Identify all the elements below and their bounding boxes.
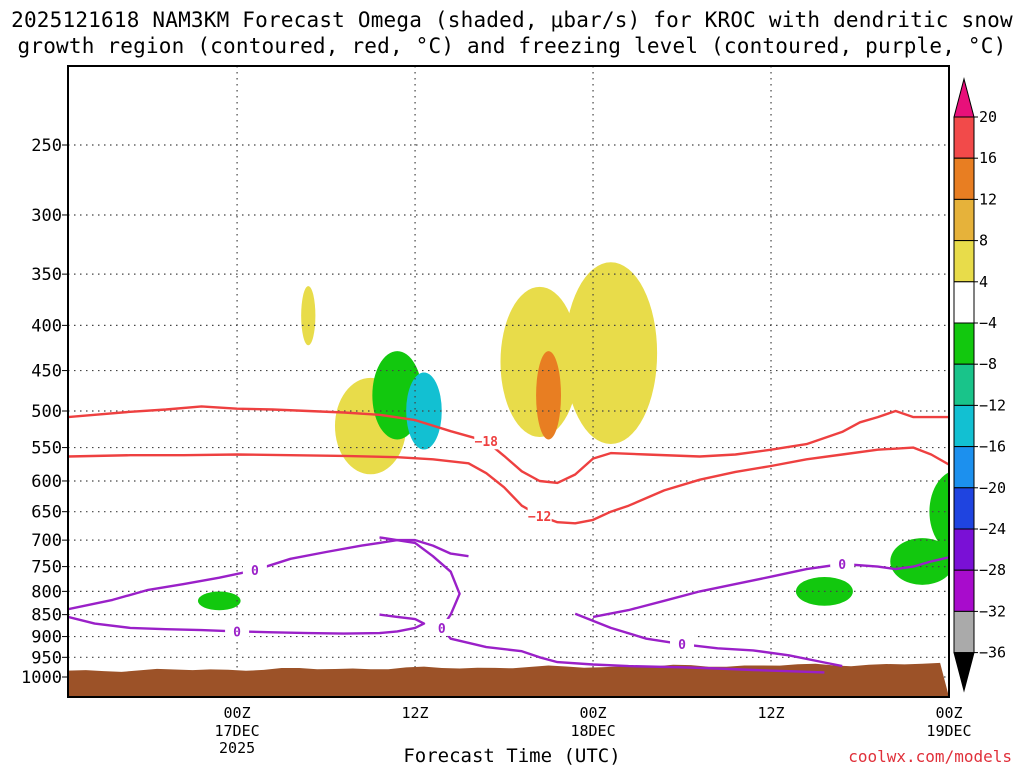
colorbar-swatch-10 bbox=[953, 528, 975, 571]
colorbar-top-arrow bbox=[953, 77, 975, 118]
x-tick-date-2: 18DEC bbox=[570, 722, 615, 740]
contour-6 bbox=[574, 612, 843, 668]
omega-shade-4 bbox=[406, 372, 442, 450]
contour-label-5: 0 bbox=[838, 558, 846, 573]
omega-shade-1 bbox=[301, 286, 316, 346]
colorbar-label-0: 20 bbox=[979, 108, 997, 126]
colorbar-label-9: −20 bbox=[979, 479, 1006, 497]
colorbar-label-3: 8 bbox=[979, 232, 988, 250]
colorbar-label-8: −16 bbox=[979, 438, 1006, 456]
contour-label-6: 0 bbox=[678, 638, 686, 653]
y-tick-label-550: 550 bbox=[31, 439, 62, 459]
colorbar-label-4: 4 bbox=[979, 273, 988, 291]
contour-label-bg-2 bbox=[429, 618, 454, 636]
colorbar-swatch-1 bbox=[953, 157, 975, 200]
colorbar-swatch-11 bbox=[953, 569, 975, 612]
y-tick-label-750: 750 bbox=[31, 558, 62, 578]
contour-2 bbox=[379, 536, 825, 674]
x-axis-label: Forecast Time (UTC) bbox=[403, 745, 621, 767]
colorbar-swatch-7 bbox=[953, 404, 975, 448]
plot-frame bbox=[67, 65, 950, 698]
x-tick-label-4: 00Z bbox=[935, 704, 962, 722]
colorbar-swatch-12 bbox=[953, 610, 975, 654]
chart-title-line2: growth region (contoured, red, °C) and f… bbox=[17, 34, 1007, 58]
y-tick-label-1000: 1000 bbox=[21, 668, 62, 688]
contour-5 bbox=[592, 556, 949, 619]
y-tick-label-350: 350 bbox=[31, 265, 62, 285]
y-tick-label-250: 250 bbox=[31, 136, 62, 156]
y-tick-label-800: 800 bbox=[31, 582, 62, 602]
contour-label-1: −12 bbox=[528, 510, 551, 525]
contour-label-2: 0 bbox=[438, 622, 446, 637]
colorbar-label-10: −24 bbox=[979, 520, 1006, 538]
contour-1 bbox=[68, 446, 949, 525]
colorbar-label-1: 16 bbox=[979, 149, 997, 167]
y-tick-label-400: 400 bbox=[31, 316, 62, 336]
x-tick-label-1: 12Z bbox=[402, 704, 429, 722]
colorbar-swatch-2 bbox=[953, 198, 975, 242]
omega-shade-7 bbox=[564, 262, 658, 445]
contour-label-bg-1 bbox=[527, 506, 552, 524]
chart-title-line1: 2025121618 NAM3KM Forecast Omega (shaded… bbox=[11, 8, 1013, 32]
y-tick-label-950: 950 bbox=[31, 648, 62, 668]
x-tick-label-3: 12Z bbox=[757, 704, 784, 722]
contour-label-bg-5 bbox=[830, 555, 855, 573]
contour-label-bg-3 bbox=[225, 622, 250, 640]
colorbar-label-2: 12 bbox=[979, 190, 997, 208]
colorbar-swatch-6 bbox=[953, 363, 975, 406]
colorbar-swatch-8 bbox=[953, 446, 975, 489]
x-tick-year-0: 2025 bbox=[219, 739, 255, 757]
contour-label-bg-4 bbox=[242, 561, 267, 579]
contour-4 bbox=[68, 538, 469, 611]
y-tick-label-500: 500 bbox=[31, 402, 62, 422]
y-tick-label-300: 300 bbox=[31, 206, 62, 226]
omega-shade-0 bbox=[197, 591, 241, 611]
omega-shade-9 bbox=[890, 538, 949, 585]
terrain-band bbox=[68, 662, 949, 697]
contour-label-4: 0 bbox=[251, 564, 259, 579]
y-tick-label-650: 650 bbox=[31, 503, 62, 523]
colorbar-label-13: −36 bbox=[979, 644, 1006, 662]
colorbar-swatch-9 bbox=[953, 487, 975, 530]
x-tick-label-0: 00Z bbox=[224, 704, 251, 722]
x-tick-date-4: 19DEC bbox=[926, 722, 971, 740]
contour-label-bg-0 bbox=[474, 432, 499, 450]
x-tick-date-0: 17DEC bbox=[215, 722, 260, 740]
contour-label-0: −18 bbox=[475, 435, 499, 450]
colorbar-label-12: −32 bbox=[979, 602, 1006, 620]
colorbar-label-7: −12 bbox=[979, 396, 1006, 414]
contour-3 bbox=[68, 613, 426, 635]
omega-shade-6 bbox=[536, 351, 562, 440]
y-tick-label-700: 700 bbox=[31, 531, 62, 551]
x-tick-label-2: 00Z bbox=[579, 704, 606, 722]
contour-0 bbox=[68, 405, 949, 485]
colorbar-bottom-arrow bbox=[953, 652, 975, 693]
colorbar-swatch-4 bbox=[953, 281, 975, 324]
y-tick-label-850: 850 bbox=[31, 606, 62, 626]
colorbar-label-11: −28 bbox=[979, 561, 1006, 579]
y-tick-label-600: 600 bbox=[31, 472, 62, 492]
colorbar-swatch-0 bbox=[953, 116, 975, 159]
credit-text: coolwx.com/models bbox=[848, 747, 1012, 766]
contour-label-3: 0 bbox=[233, 625, 241, 640]
y-tick-label-900: 900 bbox=[31, 628, 62, 648]
colorbar-label-6: −8 bbox=[979, 355, 997, 373]
colorbar-swatch-5 bbox=[953, 322, 975, 365]
contour-label-bg-6 bbox=[670, 635, 695, 653]
y-tick-label-450: 450 bbox=[31, 362, 62, 382]
colorbar-swatch-3 bbox=[953, 240, 975, 283]
colorbar-label-5: −4 bbox=[979, 314, 997, 332]
